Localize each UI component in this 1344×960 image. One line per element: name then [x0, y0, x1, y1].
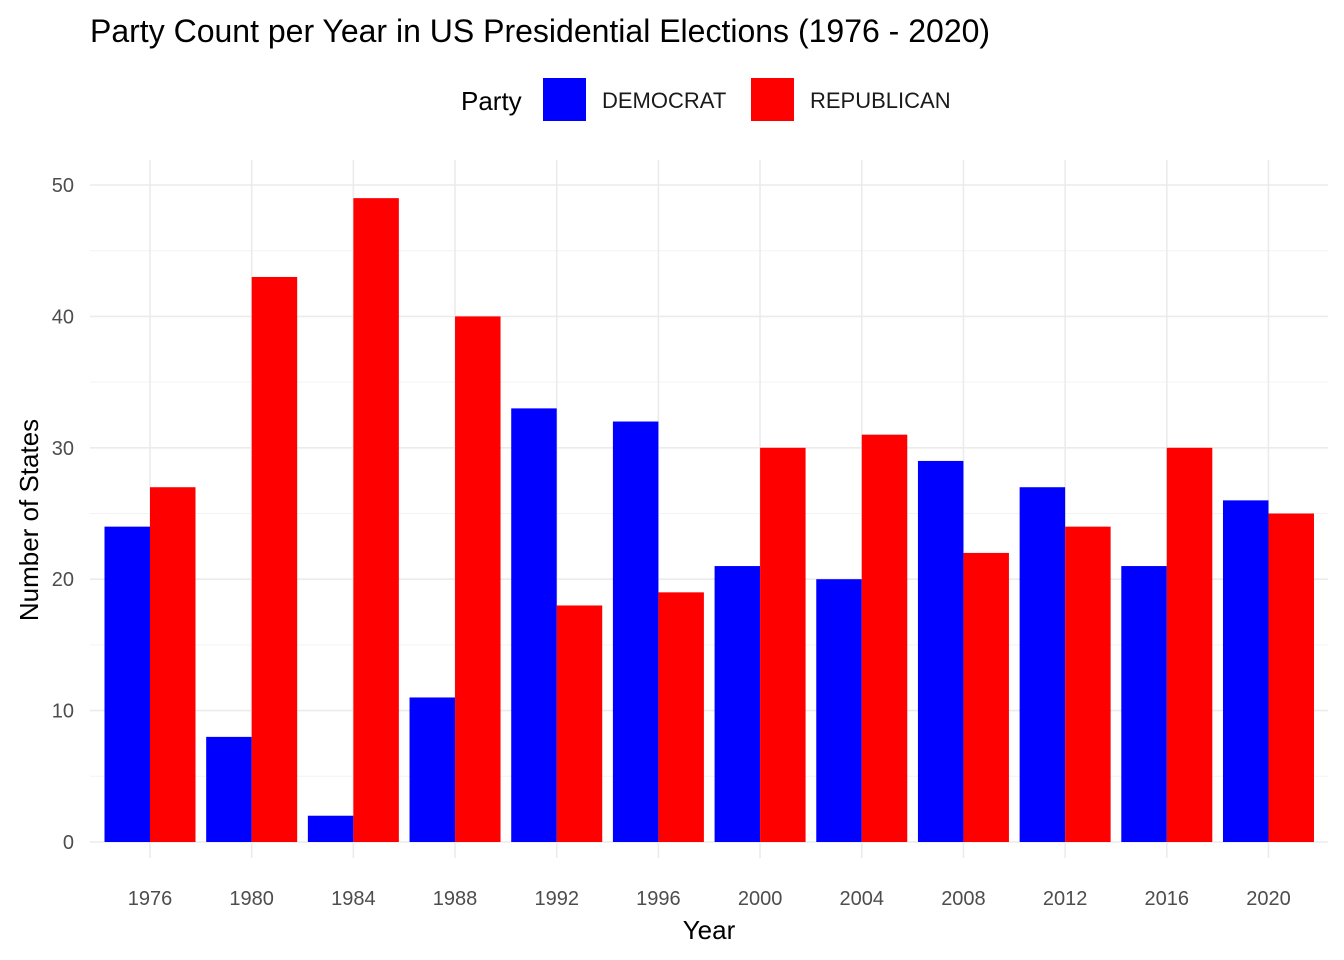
x-tick-label: 1984: [331, 888, 376, 910]
x-tick-label: 2004: [840, 888, 885, 910]
x-tick-label: 2016: [1145, 888, 1190, 910]
legend-title: Party: [461, 86, 522, 116]
legend-swatch-democrat: [543, 78, 586, 121]
bar-democrat-2000: [714, 566, 761, 842]
bar-republican-1980: [251, 276, 298, 843]
bar-republican-2008: [963, 552, 1009, 842]
bar-republican-2004: [861, 434, 908, 842]
x-tick-label: 2008: [941, 888, 986, 910]
y-axis-title: Number of States: [14, 419, 44, 621]
y-tick-label: 20: [52, 569, 74, 591]
y-tick-label: 30: [52, 438, 74, 460]
bars: [104, 198, 1314, 843]
x-tick-label: 1992: [534, 888, 579, 910]
bar-republican-1992: [556, 605, 603, 842]
x-tick-label: 1996: [636, 888, 681, 910]
x-axis-title: Year: [683, 915, 736, 945]
legend: Party DEMOCRAT REPUBLICAN: [461, 78, 951, 121]
legend-label-republican: REPUBLICAN: [810, 88, 951, 113]
y-tick-label: 40: [52, 306, 74, 328]
x-tick-label: 1976: [128, 888, 173, 910]
bar-republican-1984: [353, 198, 399, 842]
bar-republican-1988: [455, 316, 501, 842]
bar-democrat-2020: [1222, 500, 1269, 842]
bar-democrat-1980: [206, 736, 252, 842]
bar-republican-2012: [1065, 526, 1111, 842]
bar-republican-2016: [1166, 447, 1213, 842]
bar-democrat-1992: [511, 408, 557, 842]
bar-republican-1976: [150, 487, 196, 842]
bar-republican-1996: [658, 592, 704, 842]
bar-democrat-1996: [612, 421, 659, 842]
bar-democrat-2004: [816, 579, 862, 842]
legend-swatch-republican: [751, 78, 794, 121]
bar-democrat-1988: [409, 697, 456, 842]
y-tick-label: 10: [52, 701, 74, 723]
bar-republican-2000: [760, 447, 806, 842]
y-tick-label: 50: [52, 175, 74, 197]
bar-democrat-1984: [307, 815, 354, 842]
bar-democrat-2016: [1121, 566, 1167, 842]
x-tick-label: 2000: [738, 888, 783, 910]
x-tick-label: 2012: [1043, 888, 1088, 910]
x-tick-labels: 1976 1980 1984 1988 1992 1996 2000 2004 2008 2012…: [128, 888, 1291, 910]
bar-democrat-2008: [917, 460, 964, 842]
legend-label-democrat: DEMOCRAT: [602, 88, 726, 113]
chart-title: Party Count per Year in US Presidential …: [90, 13, 990, 49]
x-tick-label: 1988: [433, 888, 478, 910]
x-tick-label: 1980: [229, 888, 274, 910]
bar-republican-2020: [1268, 513, 1314, 842]
x-tick-label: 2020: [1246, 888, 1291, 910]
y-tick-label: 0: [63, 832, 74, 854]
bar-democrat-2012: [1019, 487, 1066, 842]
y-tick-labels: 0 10 20 30 40 50: [52, 175, 74, 854]
bar-democrat-1976: [104, 526, 150, 842]
